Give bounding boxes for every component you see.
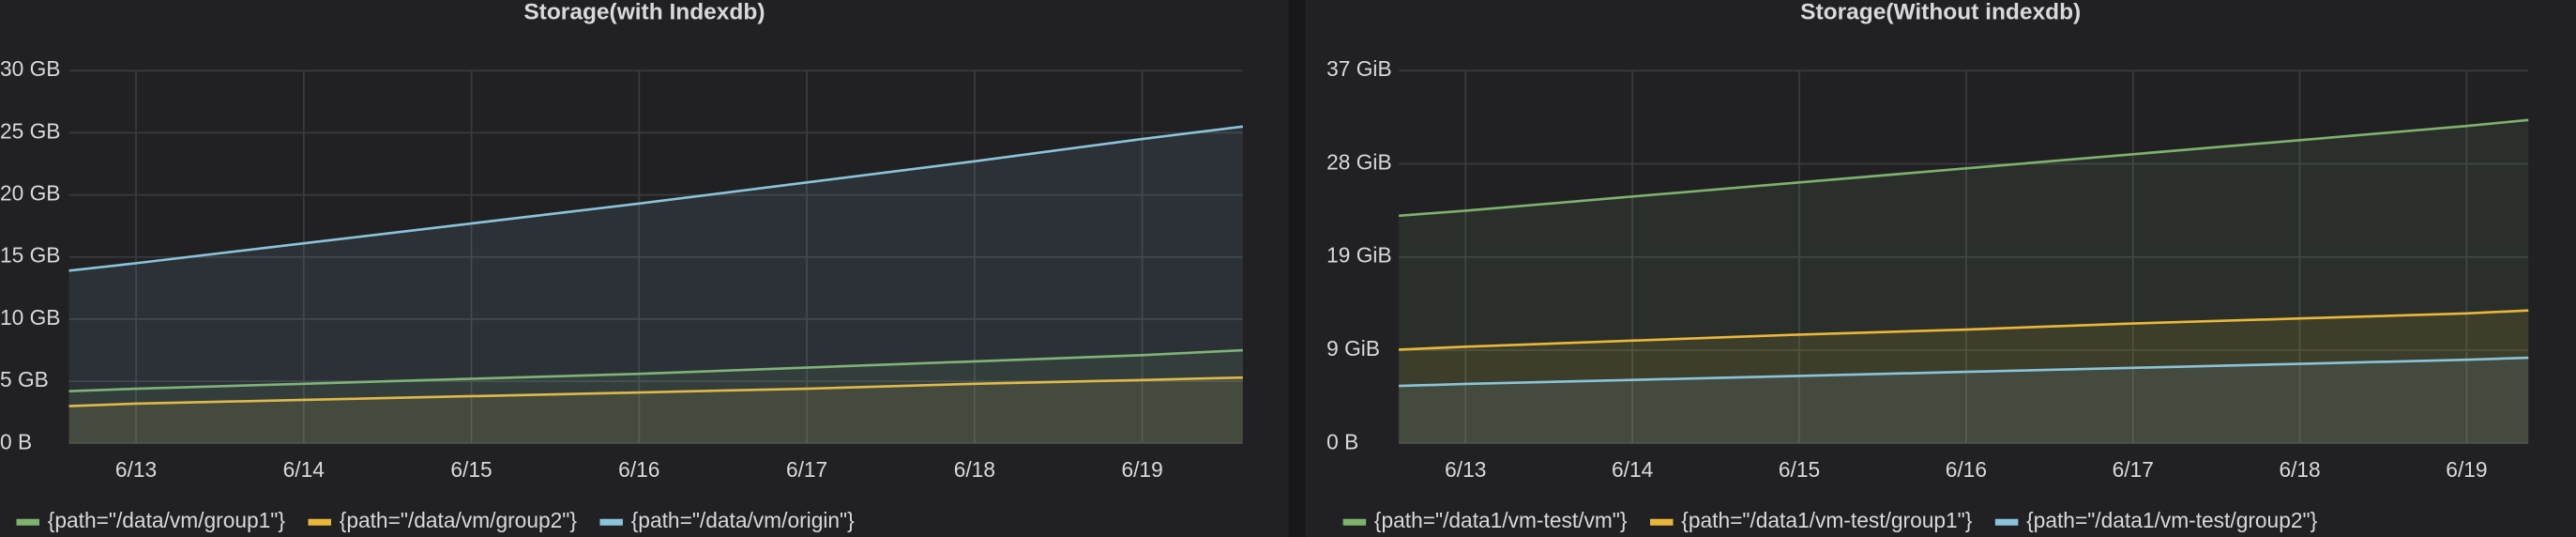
x-tick-label: 6/18 xyxy=(954,457,995,482)
series-line xyxy=(1399,118,2529,218)
legend-label: {path="/data/vm/group2"} xyxy=(340,508,578,532)
chart-title: Storage(Without indexdb) xyxy=(1800,0,2081,24)
x-tick-label: 6/17 xyxy=(2113,457,2154,482)
x-tick-label: 6/16 xyxy=(1946,457,1987,482)
x-tick-label: 6/13 xyxy=(115,457,157,482)
x-tick-label: 6/19 xyxy=(2446,457,2487,482)
series-line xyxy=(68,125,1244,272)
x-tick-label: 6/14 xyxy=(283,457,325,482)
x-tick-label: 6/15 xyxy=(450,457,492,482)
series-line xyxy=(68,376,1243,407)
series-line xyxy=(1399,356,2529,388)
legend-label: {path="/data1/vm-test/group2"} xyxy=(2026,508,2317,532)
y-tick-label: 20 GB xyxy=(0,181,60,206)
legend-label: {path="/data1/vm-test/group1"} xyxy=(1681,508,1972,532)
x-tick-label: 6/19 xyxy=(1121,457,1162,482)
series-line xyxy=(68,348,1243,393)
y-tick-label: 37 GiB xyxy=(1326,56,1392,81)
series-area xyxy=(68,126,1243,444)
panel xyxy=(1305,0,2576,537)
legend-label: {path="/data1/vm-test/vm"} xyxy=(1374,508,1628,532)
y-tick-label: 19 GiB xyxy=(1326,243,1392,268)
y-tick-label: 0 B xyxy=(1326,429,1358,453)
y-tick-label: 25 GB xyxy=(0,118,60,143)
x-tick-label: 6/13 xyxy=(1445,457,1486,482)
y-tick-label: 15 GB xyxy=(0,243,60,268)
x-tick-label: 6/16 xyxy=(618,457,659,482)
series-area xyxy=(1399,119,2529,444)
x-tick-label: 6/15 xyxy=(1779,457,1820,482)
series-line xyxy=(1399,309,2529,351)
y-tick-label: 0 B xyxy=(0,429,32,453)
y-tick-label: 30 GB xyxy=(0,56,60,81)
series-area xyxy=(68,350,1243,444)
series-area xyxy=(68,377,1243,444)
legend-label: {path="/data/vm/origin"} xyxy=(631,508,855,532)
y-tick-label: 5 GB xyxy=(0,367,49,391)
x-tick-label: 6/18 xyxy=(2279,457,2320,482)
legend-label: {path="/data/vm/group1"} xyxy=(48,508,286,532)
y-tick-label: 9 GiB xyxy=(1326,336,1380,361)
x-tick-label: 6/17 xyxy=(786,457,827,482)
y-tick-label: 28 GiB xyxy=(1326,149,1392,174)
chart-title: Storage(with Indexdb) xyxy=(523,0,765,24)
y-tick-label: 10 GB xyxy=(0,305,60,330)
panel xyxy=(0,0,1289,537)
x-tick-label: 6/14 xyxy=(1612,457,1653,482)
series-area xyxy=(1399,310,2529,444)
